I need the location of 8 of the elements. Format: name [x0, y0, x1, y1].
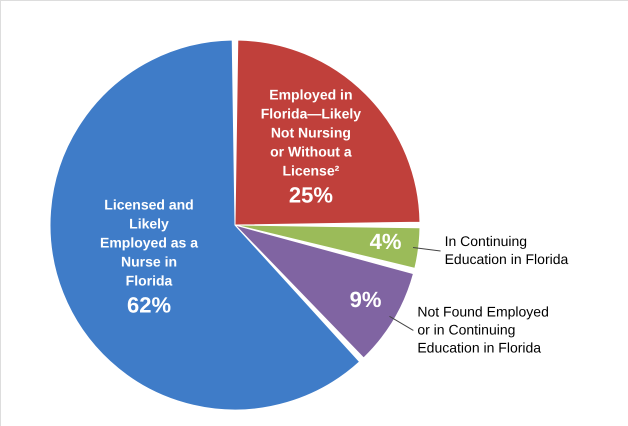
- data-label: 4%: [370, 229, 402, 254]
- data-label: 9%: [350, 287, 382, 312]
- slice-label: Licensed and Likely Employed as a Nurse in Florida: [100, 196, 198, 289]
- data-label: 62%: [126, 292, 172, 318]
- slice-label: Not Found Employed or in Continuing Education in Florida: [417, 303, 549, 356]
- slice-label: Employed in Florida—Likely Not Nursing or Without a License²: [260, 86, 362, 179]
- data-label: 25%: [288, 182, 333, 208]
- slice-label: In Continuing Education in Florida: [444, 232, 569, 267]
